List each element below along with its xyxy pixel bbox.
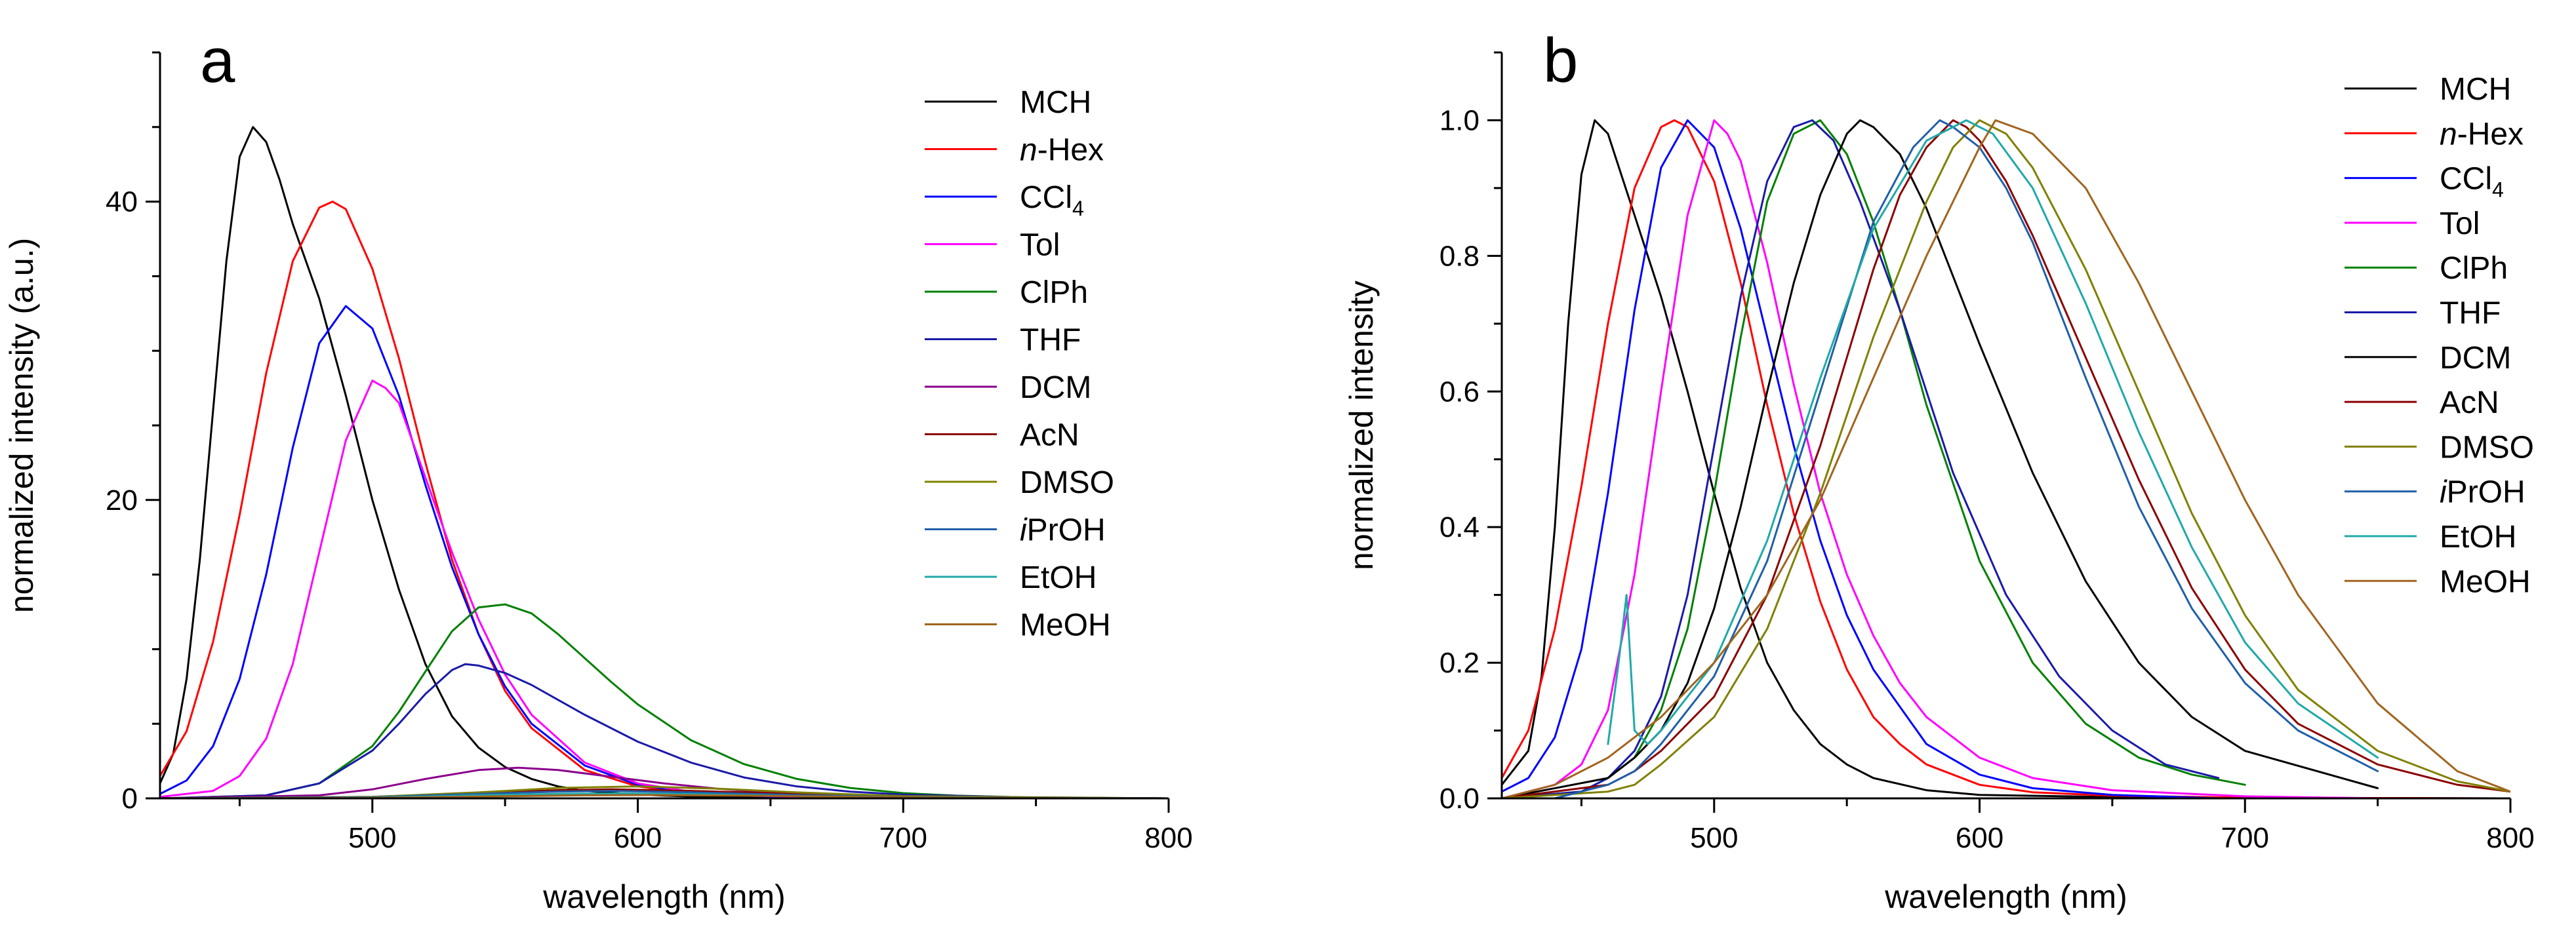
panel-b-series-ccl4 [1502,119,2220,800]
panel-a-legend-label: CCl4 [1020,180,1084,220]
panel-b-legend-label: AcN [2440,385,2499,420]
panel-b-series-group [1502,119,2510,800]
panel-a-y-axis-title: normalized intensity (a.u.) [3,238,40,613]
panel-a-x-tick-label: 500 [348,822,396,854]
panel-b-legend-label: MeOH [2440,564,2531,599]
panel-b-y-tick-label: 1.0 [1439,104,1479,136]
panel-b-y-tick-label: 0.2 [1439,647,1479,679]
panel-b-x-tick-label: 700 [2221,822,2269,854]
panel-a-legend-label: n-Hex [1020,133,1104,168]
panel-b-legend-label: CCl4 [2440,162,2504,202]
panel-a-chart: 500 600 700 800 0 20 40 wavelength (nm) normaliz… [3,26,1193,915]
panel-a-legend-label: EtOH [1020,560,1097,595]
panel-a-legend-label: MCH [1020,85,1091,120]
panel-a-legend-label: DCM [1020,370,1091,405]
panel-a-x-tick-label: 800 [1144,822,1192,854]
panel-a-x-tick-label: 700 [879,822,927,854]
panel-a-legend-label: AcN [1020,418,1079,453]
panel-b-x-axis-title: wavelength (nm) [1884,878,2127,915]
panel-b-legend-label: MCH [2440,72,2511,107]
panel-b-series-iproh [1554,119,2379,800]
panel-a-legend-label: MeOH [1020,608,1111,643]
panel-a-legend-label: THF [1020,323,1081,358]
panel-a-legend: MCH n-Hex CCl4 Tol ClPh THF DCM AcN DMSO iPrOH EtO… [925,85,1114,643]
panel-b-y-tick-label: 0.8 [1439,240,1479,272]
panel-b-chart: 500 600 700 800 0.0 0.2 0.4 0.6 0.8 1.0 wavelength… [1343,26,2535,915]
panel-a-y-tick-label: 0 [122,783,138,815]
panel-b-legend-label: THF [2440,296,2501,331]
panel-a-x-axis-title: wavelength (nm) [542,878,786,915]
panel-b-legend-label: n-Hex [2440,117,2524,151]
panel-b-series-acn [1502,119,2510,800]
panel-a-series-tol [160,380,1169,800]
panel-b-x-tick-label: 500 [1690,822,1738,854]
panel-b-series-dmso [1502,119,2510,800]
panel-a-series-clph [160,603,1169,800]
panel-b-x-tick-label: 800 [2486,822,2534,854]
panel-b-legend-label: EtOH [2440,520,2516,555]
panel-b-legend-label: DMSO [2440,430,2534,465]
panel-a-legend-label: ClPh [1020,275,1088,310]
panel-b-legend-label: ClPh [2440,251,2508,286]
panel-b-series-mch [1502,119,2510,800]
panel-b-legend-label: DCM [2440,341,2511,376]
panel-a-legend-label: DMSO [1020,465,1114,500]
panel-b-series-thf [1502,119,2220,800]
panel-a-legend-label: Tol [1020,228,1060,263]
panel-a-series-ccl4 [160,305,1169,800]
panel-b-series-etoh [1607,119,2379,759]
panel-b-label: b [1543,26,1578,96]
panel-b-y-tick-label: 0.0 [1439,783,1479,815]
panel-b-legend-label: iPrOH [2440,475,2526,510]
panel-a-legend-label: iPrOH [1020,513,1106,548]
panel-b-y-tick-label: 0.6 [1439,376,1479,408]
panel-b-x-tick-label: 600 [1956,822,2003,854]
panel-b-series-meoh [1502,119,2510,800]
panel-a-x-tick-label: 600 [614,822,662,854]
panel-b-legend-label: Tol [2440,206,2480,241]
panel-a-series-group [160,126,1169,800]
panel-b-series-clph [1502,119,2246,800]
panel-a-series-n-hex [160,201,1169,800]
panel-a-y-tick-label: 20 [106,484,138,517]
panel-b-series-n-hex [1502,119,2510,800]
panel-b-legend: MCH n-Hex CCl4 Tol ClPh THF DCM AcN DMSO iPrOH EtO… [2345,72,2534,599]
panel-a-series-mch [160,126,1169,800]
panel-a-label: a [200,26,235,96]
panel-b-y-tick-label: 0.4 [1439,511,1479,543]
panel-b-series-dcm [1502,119,2379,800]
panel-a-series-thf [160,663,1169,800]
panel-a-y-tick-label: 40 [106,186,138,218]
panel-b-y-axis-title: normalized intensity [1343,281,1380,570]
